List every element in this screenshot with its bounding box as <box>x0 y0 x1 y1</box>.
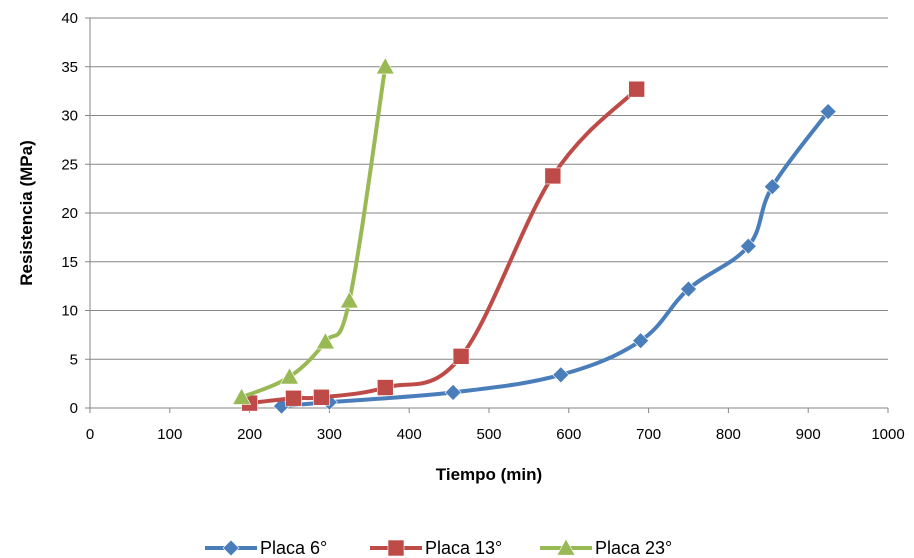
legend-marker <box>556 538 576 556</box>
series-line <box>239 64 388 400</box>
x-tick-label: 200 <box>237 426 262 443</box>
data-point <box>444 383 462 401</box>
y-tick-labels: 0 5 10 15 20 25 30 35 40 <box>61 10 78 417</box>
data-point <box>339 291 359 309</box>
y-tick-label: 30 <box>61 108 78 125</box>
y-tick-label: 35 <box>61 59 78 76</box>
series-1 <box>273 103 837 415</box>
y-tick-label: 0 <box>70 400 78 417</box>
grid-lines <box>85 17 889 413</box>
y-tick-label: 25 <box>61 156 78 173</box>
x-tick-label: 400 <box>397 426 422 443</box>
data-point <box>285 389 302 407</box>
x-axis-title: Tiempo (min) <box>436 465 542 484</box>
series-group <box>232 57 837 415</box>
x-tick-labels: 0 100 200 300 400 500 600 700 800 900 1000 <box>86 426 905 443</box>
legend-item: Placa 13° <box>370 538 502 558</box>
data-point <box>452 348 470 365</box>
data-point <box>232 387 252 405</box>
legend-item: Placa 6° <box>205 538 327 558</box>
x-tick-label: 100 <box>157 426 182 443</box>
legend-marker <box>222 539 240 557</box>
data-point <box>315 332 335 350</box>
x-tick-label: 300 <box>317 426 342 443</box>
data-point <box>819 103 837 121</box>
y-tick-label: 20 <box>61 205 78 222</box>
data-point <box>763 178 781 196</box>
data-point <box>279 367 300 385</box>
data-point <box>739 237 757 255</box>
data-point <box>680 280 697 298</box>
legend-label: Placa 13° <box>425 538 502 558</box>
data-point <box>628 80 645 98</box>
data-point <box>552 366 570 384</box>
x-tick-label: 600 <box>556 426 581 443</box>
x-tick-label: 700 <box>636 426 661 443</box>
y-tick-label: 10 <box>61 303 78 320</box>
x-tick-label: 0 <box>86 426 94 443</box>
y-axis-title: Resistencia (MPa) <box>17 140 36 286</box>
legend: Placa 6° Placa 13° Placa 23° <box>205 538 672 558</box>
data-point <box>313 388 330 406</box>
series-2 <box>241 80 645 412</box>
x-tick-label: 1000 <box>871 426 904 443</box>
data-point <box>376 379 394 396</box>
axes <box>89 18 888 409</box>
y-tick-label: 15 <box>61 254 78 271</box>
x-tick-label: 800 <box>716 426 741 443</box>
legend-label: Placa 23° <box>595 538 672 558</box>
legend-marker <box>387 539 405 557</box>
series-line <box>279 109 831 409</box>
series-3 <box>232 57 395 405</box>
x-tick-label: 500 <box>476 426 501 443</box>
y-tick-label: 5 <box>70 351 78 368</box>
series-line <box>247 87 639 406</box>
y-tick-label: 40 <box>61 10 78 27</box>
x-tick-label: 900 <box>796 426 821 443</box>
legend-label: Placa 6° <box>260 538 327 558</box>
data-point <box>544 167 562 185</box>
legend-item: Placa 23° <box>540 538 672 558</box>
data-point <box>375 57 395 75</box>
data-point <box>632 332 650 350</box>
